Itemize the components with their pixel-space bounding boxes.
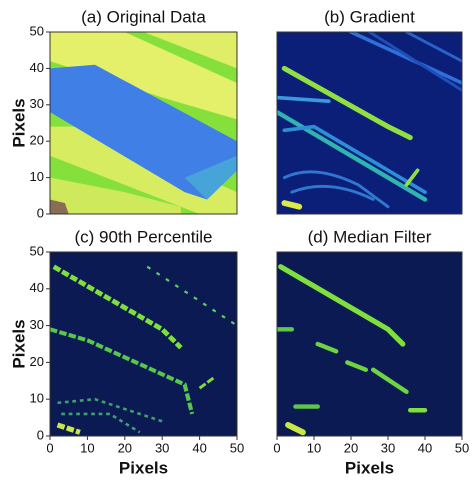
y-tick-label: 10 <box>30 169 44 184</box>
y-tick-label: 0 <box>37 205 44 220</box>
frame <box>49 251 238 437</box>
y-tick-label: 0 <box>37 427 44 442</box>
panel-title: (c) 90th Percentile <box>75 227 213 246</box>
image-d <box>277 252 462 436</box>
x-tick-label: 20 <box>118 440 132 455</box>
x-tick-label: 50 <box>230 440 244 455</box>
x-tick-label: 0 <box>46 440 53 455</box>
x-tick-label: 30 <box>381 440 395 455</box>
frame <box>276 251 463 437</box>
frame <box>276 31 463 215</box>
panel-title: (a) Original Data <box>81 7 206 26</box>
y-tick-label: 20 <box>30 133 44 148</box>
image-a <box>50 32 237 214</box>
frame <box>49 31 238 215</box>
panel-title: (d) Median Filter <box>308 227 432 246</box>
x-axis-label: Pixels <box>119 458 168 477</box>
y-tick-label: 50 <box>30 243 44 258</box>
x-axis-label: Pixels <box>345 458 394 477</box>
y-tick-label: 50 <box>30 23 44 38</box>
y-axis-label: Pixels <box>9 319 28 368</box>
x-tick-label: 20 <box>344 440 358 455</box>
image-b <box>277 32 462 214</box>
x-tick-label: 40 <box>192 440 206 455</box>
x-tick-label: 0 <box>273 440 280 455</box>
y-tick-label: 30 <box>30 317 44 332</box>
x-tick-label: 10 <box>80 440 94 455</box>
y-axis-label: Pixels <box>9 98 28 147</box>
y-tick-label: 30 <box>30 96 44 111</box>
y-tick-label: 40 <box>30 280 44 295</box>
x-tick-label: 30 <box>155 440 169 455</box>
y-tick-label: 20 <box>30 354 44 369</box>
y-tick-label: 10 <box>30 391 44 406</box>
image-c <box>50 252 237 436</box>
x-tick-label: 40 <box>418 440 432 455</box>
y-tick-label: 40 <box>30 60 44 75</box>
x-tick-label: 50 <box>455 440 469 455</box>
panel-title: (b) Gradient <box>324 7 415 26</box>
x-tick-label: 10 <box>307 440 321 455</box>
